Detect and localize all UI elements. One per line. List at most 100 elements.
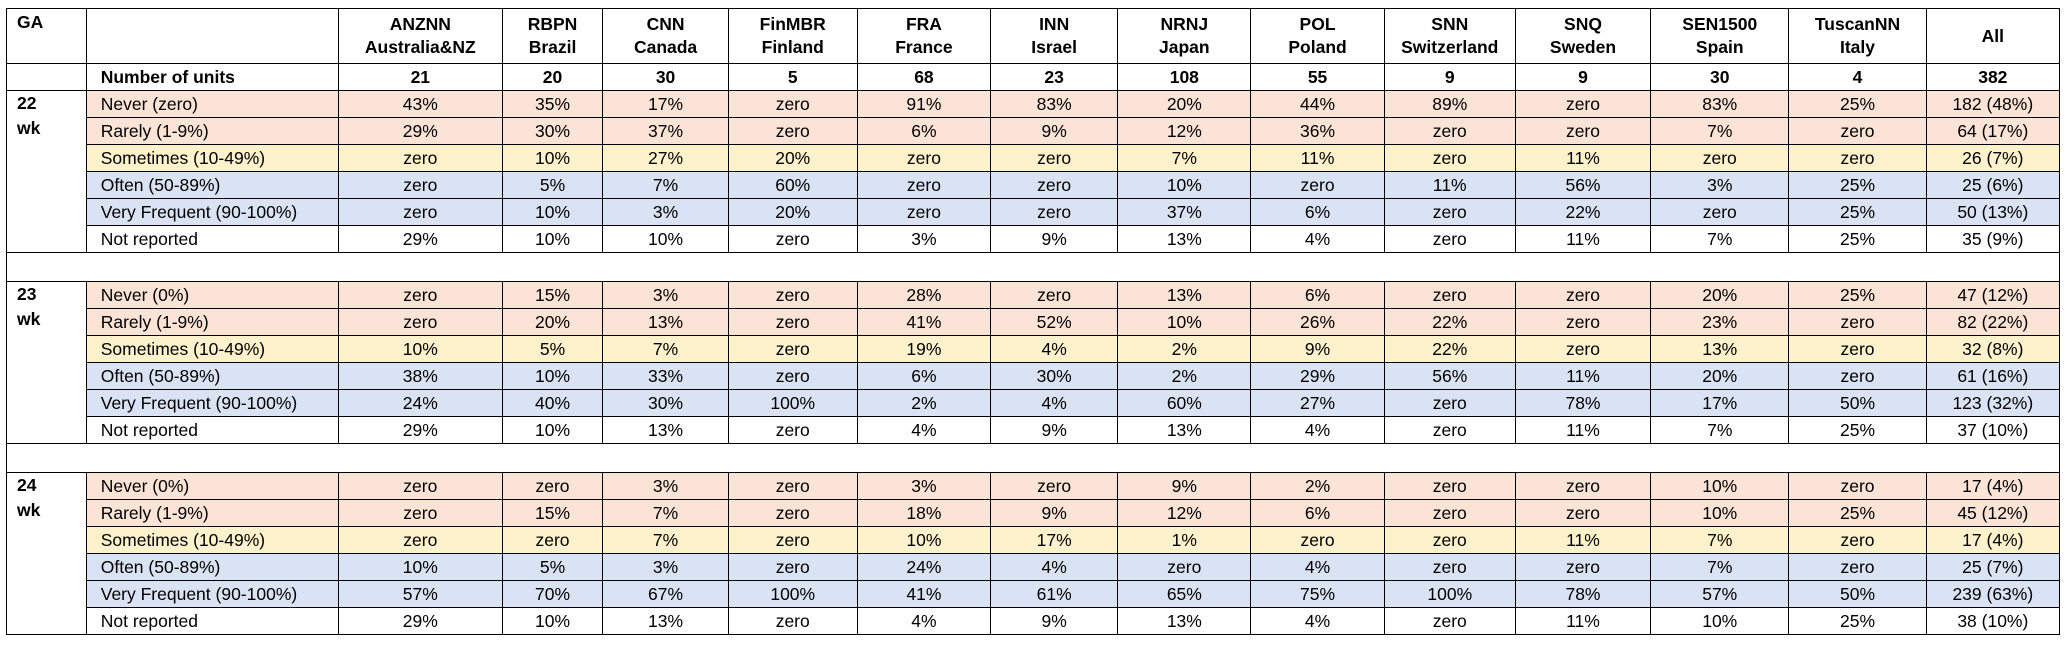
value-cell: 4% [856, 416, 992, 444]
value-cell: 82 (22%) [1925, 308, 2061, 336]
column-header: FRA France [856, 8, 992, 64]
column-header: FinMBR Finland [727, 8, 858, 64]
value-cell: 25% [1788, 90, 1927, 118]
value-cell: 100% [727, 389, 858, 417]
value-cell: 10% [501, 607, 604, 635]
value-cell: zero [727, 362, 858, 390]
units-value: 5 [727, 63, 858, 91]
column-header: CNN Canada [602, 8, 729, 64]
table-row: Often (50-89%) 38% 10% 33% zero 6% 30% 2% 29% 56%… [7, 362, 2061, 390]
column-country-name: Israel [1031, 37, 1077, 57]
value-cell: 3% [602, 281, 729, 309]
value-cell: 37% [602, 117, 729, 145]
table-body: GA ANZNN Australia&NZ RBPN Brazil CNN Canada F… [6, 8, 2061, 635]
value-cell: zero [990, 472, 1119, 500]
value-cell: 17% [602, 90, 729, 118]
value-cell: 11% [1514, 225, 1652, 253]
value-cell: 9% [1250, 335, 1385, 363]
value-cell: 29% [338, 416, 503, 444]
value-cell: zero [727, 416, 858, 444]
value-cell: 11% [1514, 526, 1652, 554]
value-cell: 32 (8%) [1925, 335, 2061, 363]
value-cell: 22% [1383, 308, 1516, 336]
table-row: Rarely (1-9%) 29% 30% 37% zero 6% 9% 12% 36% zero… [7, 117, 2061, 145]
value-cell: 75% [1250, 580, 1385, 608]
column-network-name: CNN [646, 14, 685, 34]
value-cell: 9% [990, 117, 1119, 145]
value-cell: zero [1788, 308, 1927, 336]
value-cell: zero [856, 171, 992, 199]
header-row: GA ANZNN Australia&NZ RBPN Brazil CNN Canada F… [6, 8, 2061, 64]
column-header: RBPN Brazil [501, 8, 604, 64]
value-cell: 10% [338, 335, 503, 363]
value-cell: 25% [1788, 171, 1927, 199]
column-network-name: TuscanNN [1814, 14, 1901, 34]
value-cell: zero [1788, 472, 1927, 500]
value-cell: 25% [1788, 607, 1927, 635]
value-cell: 3% [1650, 171, 1790, 199]
value-cell: 7% [1650, 225, 1790, 253]
value-cell: 26% [1250, 308, 1385, 336]
units-value: 20 [501, 63, 604, 91]
value-cell: zero [501, 526, 604, 554]
value-cell: 23% [1650, 308, 1790, 336]
table-row: Very Frequent (90-100%) 57% 70% 67% 100% 41% 6… [7, 580, 2061, 608]
value-cell: zero [338, 526, 503, 554]
value-cell: 11% [1514, 416, 1652, 444]
ga-blank-cell [6, 63, 87, 91]
value-cell: 20% [1117, 90, 1252, 118]
column-header: SNN Switzerland [1383, 8, 1516, 64]
value-cell: 38 (10%) [1925, 607, 2061, 635]
row-label: Often (50-89%) [85, 171, 340, 199]
row-label: Never (0%) [85, 472, 340, 500]
value-cell: 25% [1788, 281, 1927, 309]
value-cell: 56% [1514, 171, 1652, 199]
row-label: Very Frequent (90-100%) [85, 580, 340, 608]
ga-week-unit: wk [17, 309, 41, 329]
value-cell: 4% [1250, 607, 1385, 635]
value-cell: 29% [338, 225, 503, 253]
value-cell: 17% [1650, 389, 1790, 417]
value-cell: 10% [338, 553, 503, 581]
value-cell: zero [1250, 171, 1385, 199]
value-cell: 60% [727, 171, 858, 199]
value-cell: 33% [602, 362, 729, 390]
value-cell: zero [338, 198, 503, 226]
value-cell: 7% [1117, 144, 1252, 172]
value-cell: 239 (63%) [1925, 580, 2061, 608]
value-cell: zero [727, 607, 858, 635]
column-header: ANZNN Australia&NZ [338, 8, 503, 64]
value-cell: zero [727, 499, 858, 527]
value-cell: 56% [1383, 362, 1516, 390]
row-label: Not reported [85, 416, 340, 444]
value-cell: 7% [602, 335, 729, 363]
value-cell: zero [990, 198, 1119, 226]
row-label: Very Frequent (90-100%) [85, 198, 340, 226]
ga-week-unit: wk [17, 118, 41, 138]
value-cell: 29% [338, 607, 503, 635]
value-cell: zero [727, 90, 858, 118]
column-country-name: Sweden [1549, 37, 1617, 57]
value-cell: 25% [1788, 198, 1927, 226]
value-cell: zero [1788, 362, 1927, 390]
value-cell: 15% [501, 281, 604, 309]
value-cell: 22% [1514, 198, 1652, 226]
value-cell: 29% [338, 117, 503, 145]
column-network-name: SEN1500 [1682, 14, 1758, 34]
units-value: 382 [1925, 63, 2061, 91]
value-cell: zero [338, 499, 503, 527]
value-cell: zero [1383, 499, 1516, 527]
value-cell: zero [990, 281, 1119, 309]
units-value: 30 [1650, 63, 1790, 91]
column-header: All [1925, 8, 2061, 64]
value-cell: 25% [1788, 225, 1927, 253]
value-cell: 27% [1250, 389, 1385, 417]
value-cell: 10% [1650, 472, 1790, 500]
value-cell: 9% [990, 499, 1119, 527]
value-cell: 67% [602, 580, 729, 608]
value-cell: zero [1788, 117, 1927, 145]
value-cell: 6% [1250, 198, 1385, 226]
value-cell: 11% [1514, 607, 1652, 635]
ga-cell: 22 wk [6, 90, 87, 253]
value-cell: 6% [856, 362, 992, 390]
